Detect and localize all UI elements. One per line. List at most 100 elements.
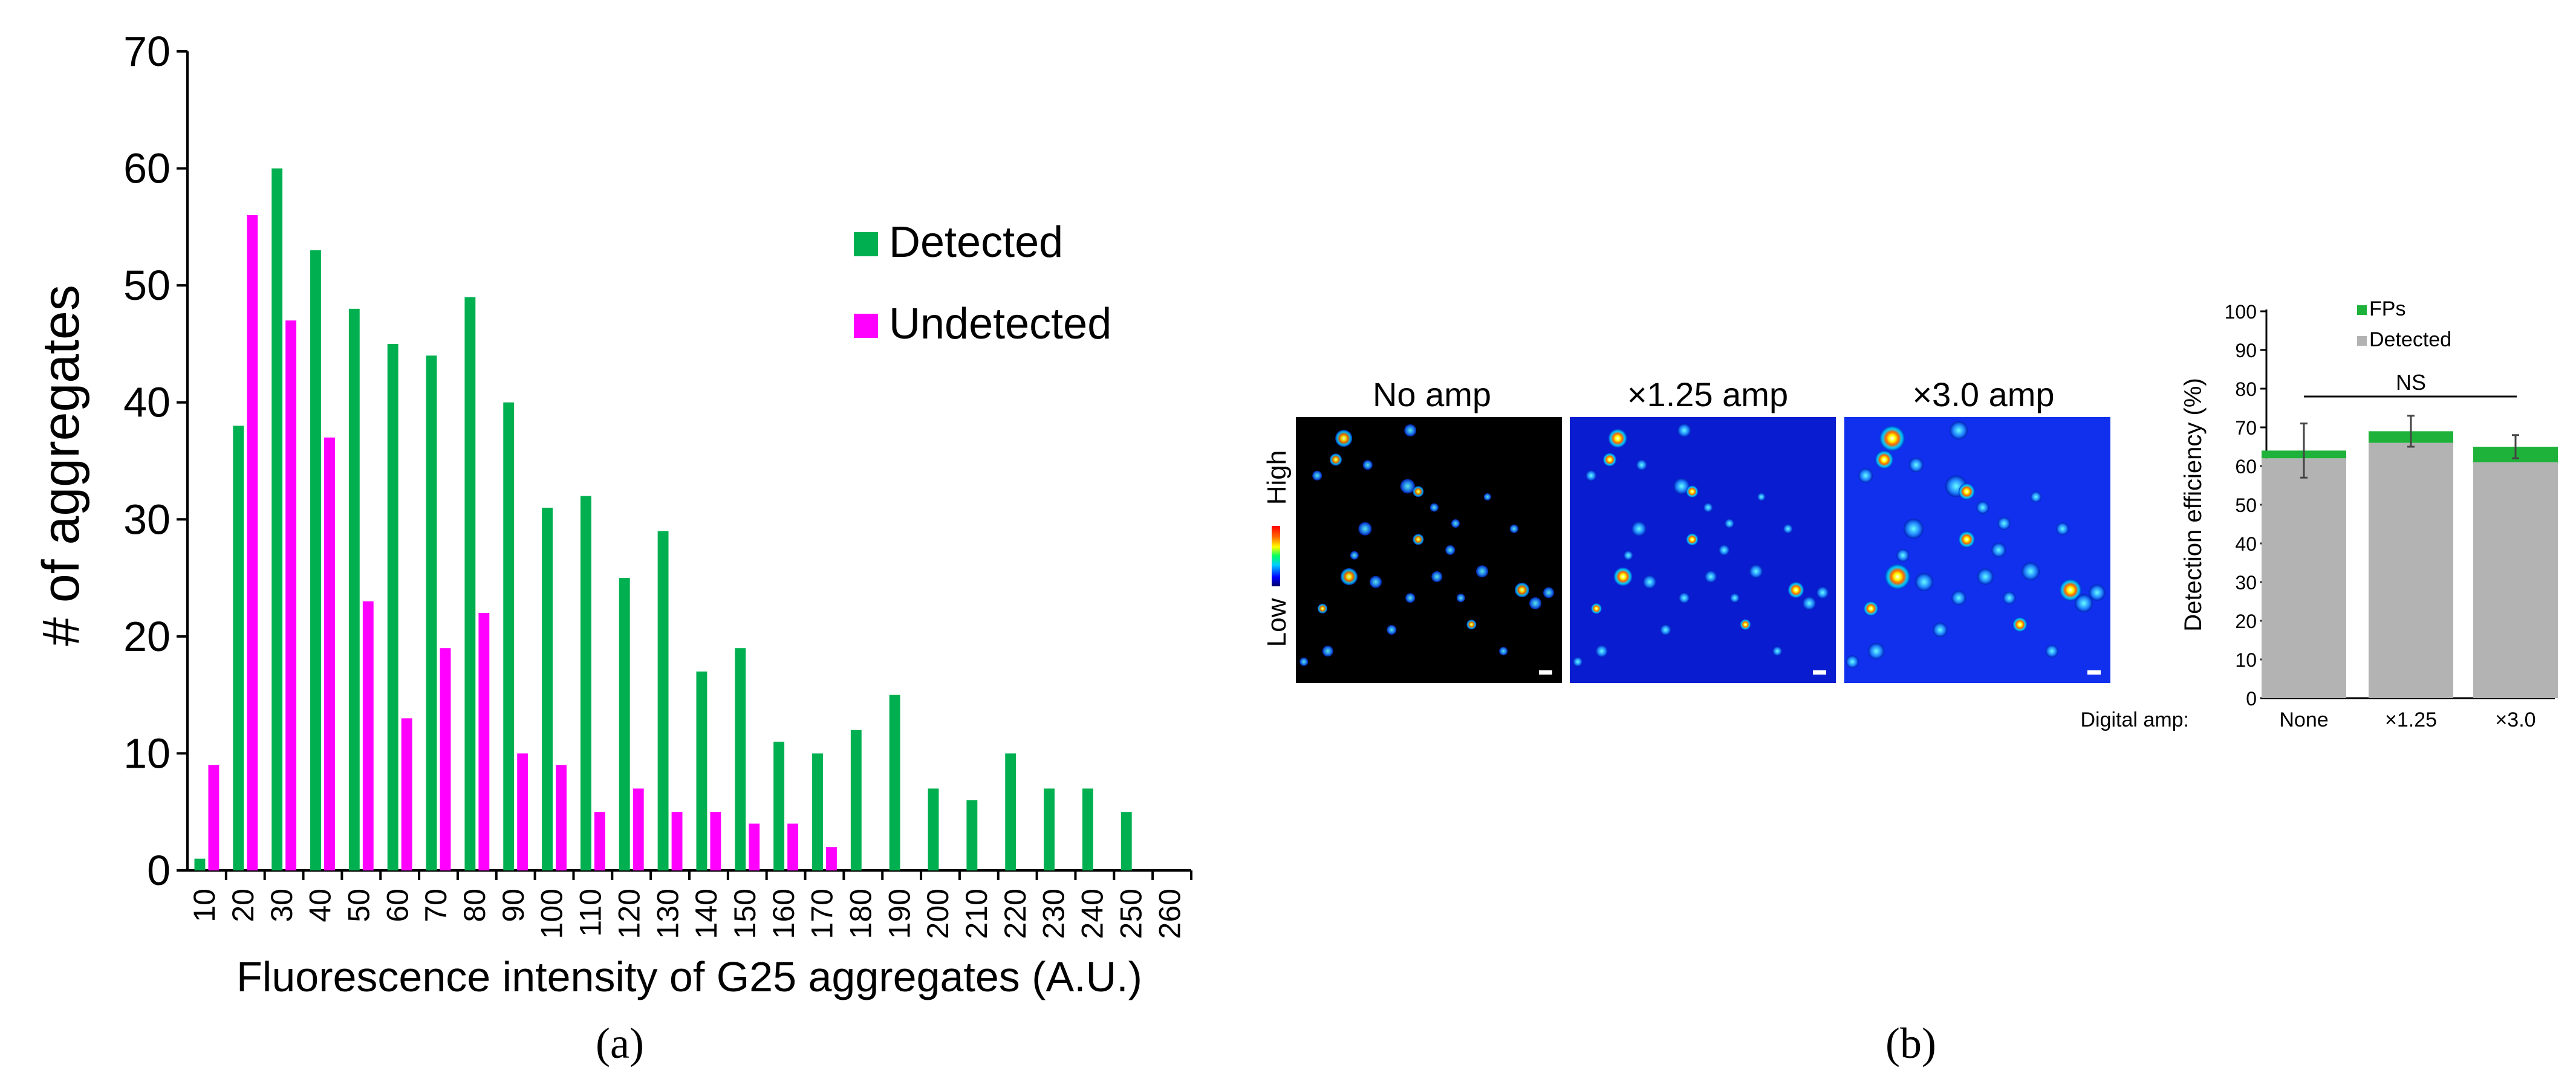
y-axis-label: # of aggregates	[32, 285, 90, 646]
y-tick-label: 70	[2235, 417, 2257, 439]
bar-detected-140	[696, 671, 707, 870]
aggregate-spot	[1643, 575, 1656, 589]
bar-detected-220	[1005, 753, 1016, 870]
x-tick-label: 230	[1037, 889, 1071, 939]
aggregate-spot	[1405, 593, 1416, 603]
bar-detected-100	[542, 507, 553, 870]
aggregate-spot	[1624, 551, 1633, 560]
legend: Detected Undetected	[854, 218, 1111, 348]
aggregate-spot	[1749, 565, 1763, 578]
aggregate-spot	[1896, 549, 1910, 562]
x-tick-label: 110	[574, 889, 608, 937]
aggregate-spot	[1451, 519, 1460, 528]
bar-detected-30	[272, 168, 283, 871]
bar-detected-0	[2262, 458, 2346, 698]
aggregate-spot	[1509, 524, 1518, 533]
bar-undetected-120	[633, 788, 644, 870]
x-tick-label: 210	[960, 889, 994, 939]
y-tick-label: 30	[2235, 572, 2257, 594]
aggregate-spot	[1429, 503, 1439, 512]
aggregate-spot	[2045, 644, 2058, 658]
aggregate-spot	[2030, 491, 2041, 502]
bar-undetected-40	[324, 437, 335, 870]
ns-annotation: NS	[2396, 370, 2426, 395]
x-tick-label: 20	[226, 889, 260, 922]
aggregate-spot	[1772, 646, 1782, 656]
aggregate-spot	[1757, 493, 1766, 501]
aggregate-spot	[1740, 619, 1751, 630]
legend-b: FPs Detected	[2357, 297, 2451, 351]
image-3-0-amp	[1844, 417, 2110, 683]
aggregate-spot	[1335, 430, 1353, 447]
aggregate-spot	[1679, 592, 1690, 603]
y-tick-label: 20	[123, 613, 171, 660]
colorbar-low-label: Low	[1262, 598, 1292, 647]
aggregate-spot	[1330, 453, 1342, 466]
aggregate-spot	[1413, 534, 1424, 545]
x-tick-label: 80	[458, 889, 492, 922]
aggregate-spot	[2003, 591, 2016, 604]
aggregate-spot	[1879, 426, 1905, 452]
x-tick-label: 100	[535, 889, 569, 939]
bar-undetected-170	[826, 847, 837, 870]
bar-undetected-80	[478, 613, 490, 870]
microscopy-panel: No amp ×1.25 amp ×3.0 amp High Low	[1262, 375, 2110, 683]
bar-undetected-100	[556, 765, 567, 870]
aggregate-spot	[1595, 645, 1608, 658]
aggregate-spot	[1991, 543, 2006, 557]
aggregate-spot	[1312, 470, 1322, 481]
aggregate-spot	[1400, 479, 1415, 494]
aggregate-spot	[1318, 603, 1327, 614]
image-title-1-25-amp: ×1.25 amp	[1627, 375, 1788, 413]
aggregate-spot	[1875, 450, 1893, 469]
x-axis-label: Fluorescence intensity of G25 aggregates…	[236, 953, 1142, 1000]
colorbar-high-label: High	[1262, 450, 1292, 505]
bar-undetected-50	[362, 601, 374, 870]
legend-swatch-undetected	[854, 314, 878, 338]
category-label: None	[2279, 708, 2328, 731]
bar-undetected-140	[710, 812, 721, 870]
aggregate-spot	[1846, 655, 1859, 669]
bar-undetected-110	[594, 812, 605, 870]
x-tick-label: 250	[1114, 889, 1148, 939]
aggregate-spot	[1660, 624, 1671, 635]
bar-detected-1	[2369, 442, 2453, 698]
x-tick-label: 200	[921, 889, 955, 939]
bar-undetected-90	[517, 753, 529, 870]
x-tick-label: 220	[998, 889, 1032, 939]
bar-detected-150	[735, 648, 746, 870]
bar-undetected-130	[671, 812, 683, 870]
aggregate-spot	[2012, 617, 2028, 632]
aggregate-spot	[1783, 524, 1793, 534]
x-tick-label: 130	[651, 889, 685, 939]
aggregate-spot	[1703, 502, 1713, 513]
bar-undetected-160	[787, 823, 799, 870]
y-tick-label: 20	[2235, 611, 2257, 632]
detection-efficiency-chart: 0 10 20 30 40 50 60 70 80 90 100 None ×1.25 ×3.0 Det…	[1885, 297, 2558, 1067]
x-tick-label: 60	[380, 889, 414, 922]
bar-detected-110	[580, 496, 591, 870]
bar-detected-10	[194, 858, 206, 870]
aggregate-spot	[1631, 521, 1647, 536]
aggregate-spot	[1431, 571, 1443, 582]
aggregate-spot	[1499, 647, 1508, 656]
x-tick-label: 190	[882, 889, 916, 939]
y-tick-label: 80	[2235, 378, 2257, 400]
aggregate-spot	[1915, 572, 1933, 591]
aggregate-spot	[1686, 533, 1699, 546]
aggregate-spot	[1466, 620, 1477, 630]
aggregate-spot	[1958, 531, 1975, 548]
aggregate-spot	[1445, 545, 1456, 555]
y-tick-label: 0	[2246, 688, 2257, 710]
x-tick-label: 30	[265, 889, 299, 922]
x-tick-label: 70	[419, 889, 453, 922]
x-tick-label: 240	[1076, 889, 1110, 939]
aggregate-spot	[1586, 470, 1596, 481]
aggregate-spot	[1950, 421, 1968, 439]
aggregate-spot	[1787, 581, 1804, 598]
bar-undetected-30	[285, 320, 297, 870]
aggregate-spot	[1413, 486, 1424, 497]
aggregate-spot	[1543, 587, 1554, 598]
aggregate-spot	[2021, 562, 2040, 581]
